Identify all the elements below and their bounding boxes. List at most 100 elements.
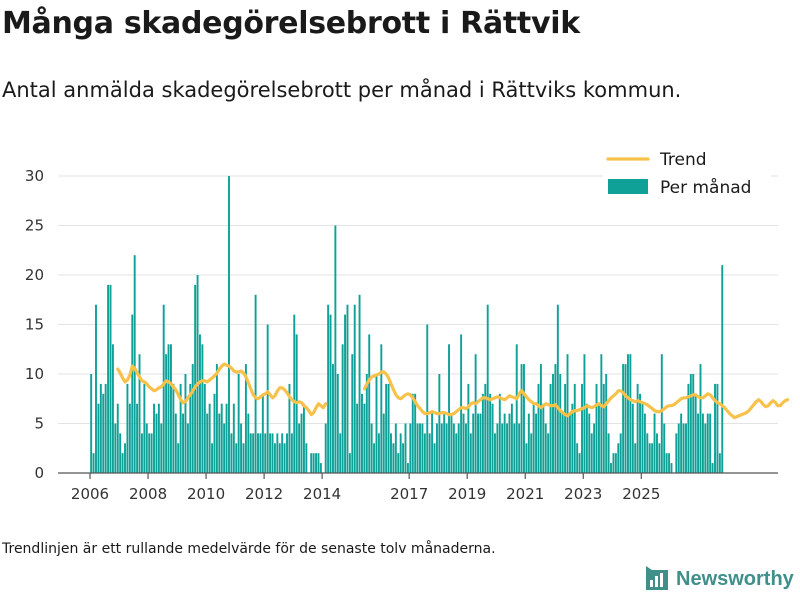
bar (648, 443, 651, 473)
bar (680, 413, 683, 473)
trend-line (362, 370, 790, 420)
bar (668, 453, 671, 473)
bar (266, 324, 269, 473)
bar (455, 433, 458, 473)
bar (382, 413, 385, 473)
bar (247, 413, 250, 473)
bar (380, 344, 383, 473)
bar (670, 463, 673, 473)
x-tick-label: 2019 (448, 485, 486, 503)
y-tick-label: 25 (25, 217, 44, 235)
bar (489, 393, 492, 473)
bar (273, 443, 276, 473)
bar (95, 304, 97, 473)
bar (223, 423, 226, 473)
bar (363, 403, 366, 473)
bar (694, 393, 697, 473)
bar (614, 453, 617, 473)
bar (414, 393, 417, 473)
chart-subtitle: Antal anmälda skadegörelsebrott per måna… (2, 78, 682, 102)
bar (508, 413, 511, 473)
bar (406, 463, 409, 473)
bar (617, 443, 620, 473)
bar (537, 383, 540, 473)
bar (494, 433, 496, 473)
bar (237, 374, 240, 473)
bar (346, 304, 349, 473)
bar (225, 403, 228, 473)
bar (426, 324, 429, 473)
bar (602, 383, 605, 473)
bar (244, 364, 247, 473)
bar (677, 423, 680, 473)
legend: Trend Per månad (603, 146, 771, 200)
bar (535, 413, 538, 473)
bar (153, 403, 155, 473)
bar (477, 413, 479, 473)
bar (293, 314, 296, 473)
bar (114, 423, 117, 473)
bar (319, 463, 322, 473)
bar (581, 383, 583, 473)
bar (622, 364, 625, 473)
bar (663, 423, 666, 473)
bar (276, 433, 279, 473)
bar (450, 413, 453, 473)
bar (460, 334, 463, 473)
bar (332, 364, 334, 473)
bar (481, 393, 484, 473)
bar (597, 403, 600, 473)
bar (532, 403, 535, 473)
bar (148, 433, 151, 473)
bar (506, 423, 509, 473)
bar (179, 383, 182, 473)
bar (283, 443, 286, 473)
bar (124, 443, 126, 473)
bar (324, 423, 327, 473)
bar (646, 433, 649, 473)
bar (121, 453, 124, 473)
bar (588, 413, 591, 473)
legend-bars-swatch (608, 179, 648, 194)
bar (643, 413, 646, 473)
footnote: Trendlinjen är ett rullande medelvärde f… (2, 541, 496, 557)
bar (157, 403, 160, 473)
bar (411, 393, 414, 473)
bar-series (90, 176, 724, 473)
bar (165, 354, 168, 473)
bar (358, 294, 361, 473)
chart-title: Många skadegörelsebrott i Rättvik (2, 6, 580, 41)
bar (402, 443, 405, 473)
newsworthy-logo-icon (646, 566, 668, 590)
bar (230, 433, 233, 473)
bar (457, 423, 460, 473)
trend-series (116, 362, 790, 420)
x-tick-label: 2008 (129, 485, 167, 503)
bar (474, 354, 477, 473)
bar (525, 443, 528, 473)
trend-line (116, 362, 328, 417)
bar (438, 374, 441, 473)
bar (353, 304, 356, 473)
bar (472, 413, 475, 473)
bar (496, 423, 499, 473)
bar (213, 393, 216, 473)
bar (443, 413, 446, 473)
bar (211, 443, 214, 473)
bar (302, 403, 305, 473)
bar (143, 383, 146, 473)
bar (394, 423, 397, 473)
bar (298, 423, 301, 473)
bar (552, 374, 554, 473)
bar (404, 423, 407, 473)
bar (126, 383, 129, 473)
bar (612, 453, 615, 473)
bar (718, 453, 721, 473)
bar (585, 403, 588, 473)
bar (523, 364, 525, 473)
bar (160, 423, 163, 473)
bar (361, 393, 363, 473)
bar (281, 433, 284, 473)
bar (259, 433, 262, 473)
